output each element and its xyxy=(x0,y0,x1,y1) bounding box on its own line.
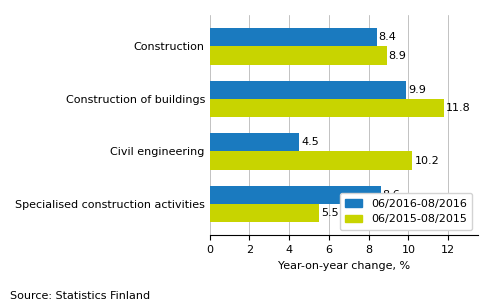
Text: 11.8: 11.8 xyxy=(446,103,471,113)
Text: Source: Statistics Finland: Source: Statistics Finland xyxy=(10,291,150,301)
Bar xyxy=(210,81,406,99)
Bar xyxy=(210,99,444,117)
Text: 10.2: 10.2 xyxy=(415,156,439,166)
Text: 8.9: 8.9 xyxy=(388,51,406,61)
Text: 8.4: 8.4 xyxy=(379,32,396,42)
Text: 9.9: 9.9 xyxy=(408,85,426,95)
Bar xyxy=(210,204,319,222)
Text: 5.5: 5.5 xyxy=(321,208,339,218)
Text: 8.6: 8.6 xyxy=(383,190,400,200)
X-axis label: Year-on-year change, %: Year-on-year change, % xyxy=(278,261,410,271)
Bar xyxy=(210,47,387,65)
Legend: 06/2016-08/2016, 06/2015-08/2015: 06/2016-08/2016, 06/2015-08/2015 xyxy=(340,193,472,230)
Bar xyxy=(210,151,413,170)
Bar xyxy=(210,133,299,151)
Text: 4.5: 4.5 xyxy=(301,137,319,147)
Bar xyxy=(210,186,381,204)
Bar xyxy=(210,28,377,47)
